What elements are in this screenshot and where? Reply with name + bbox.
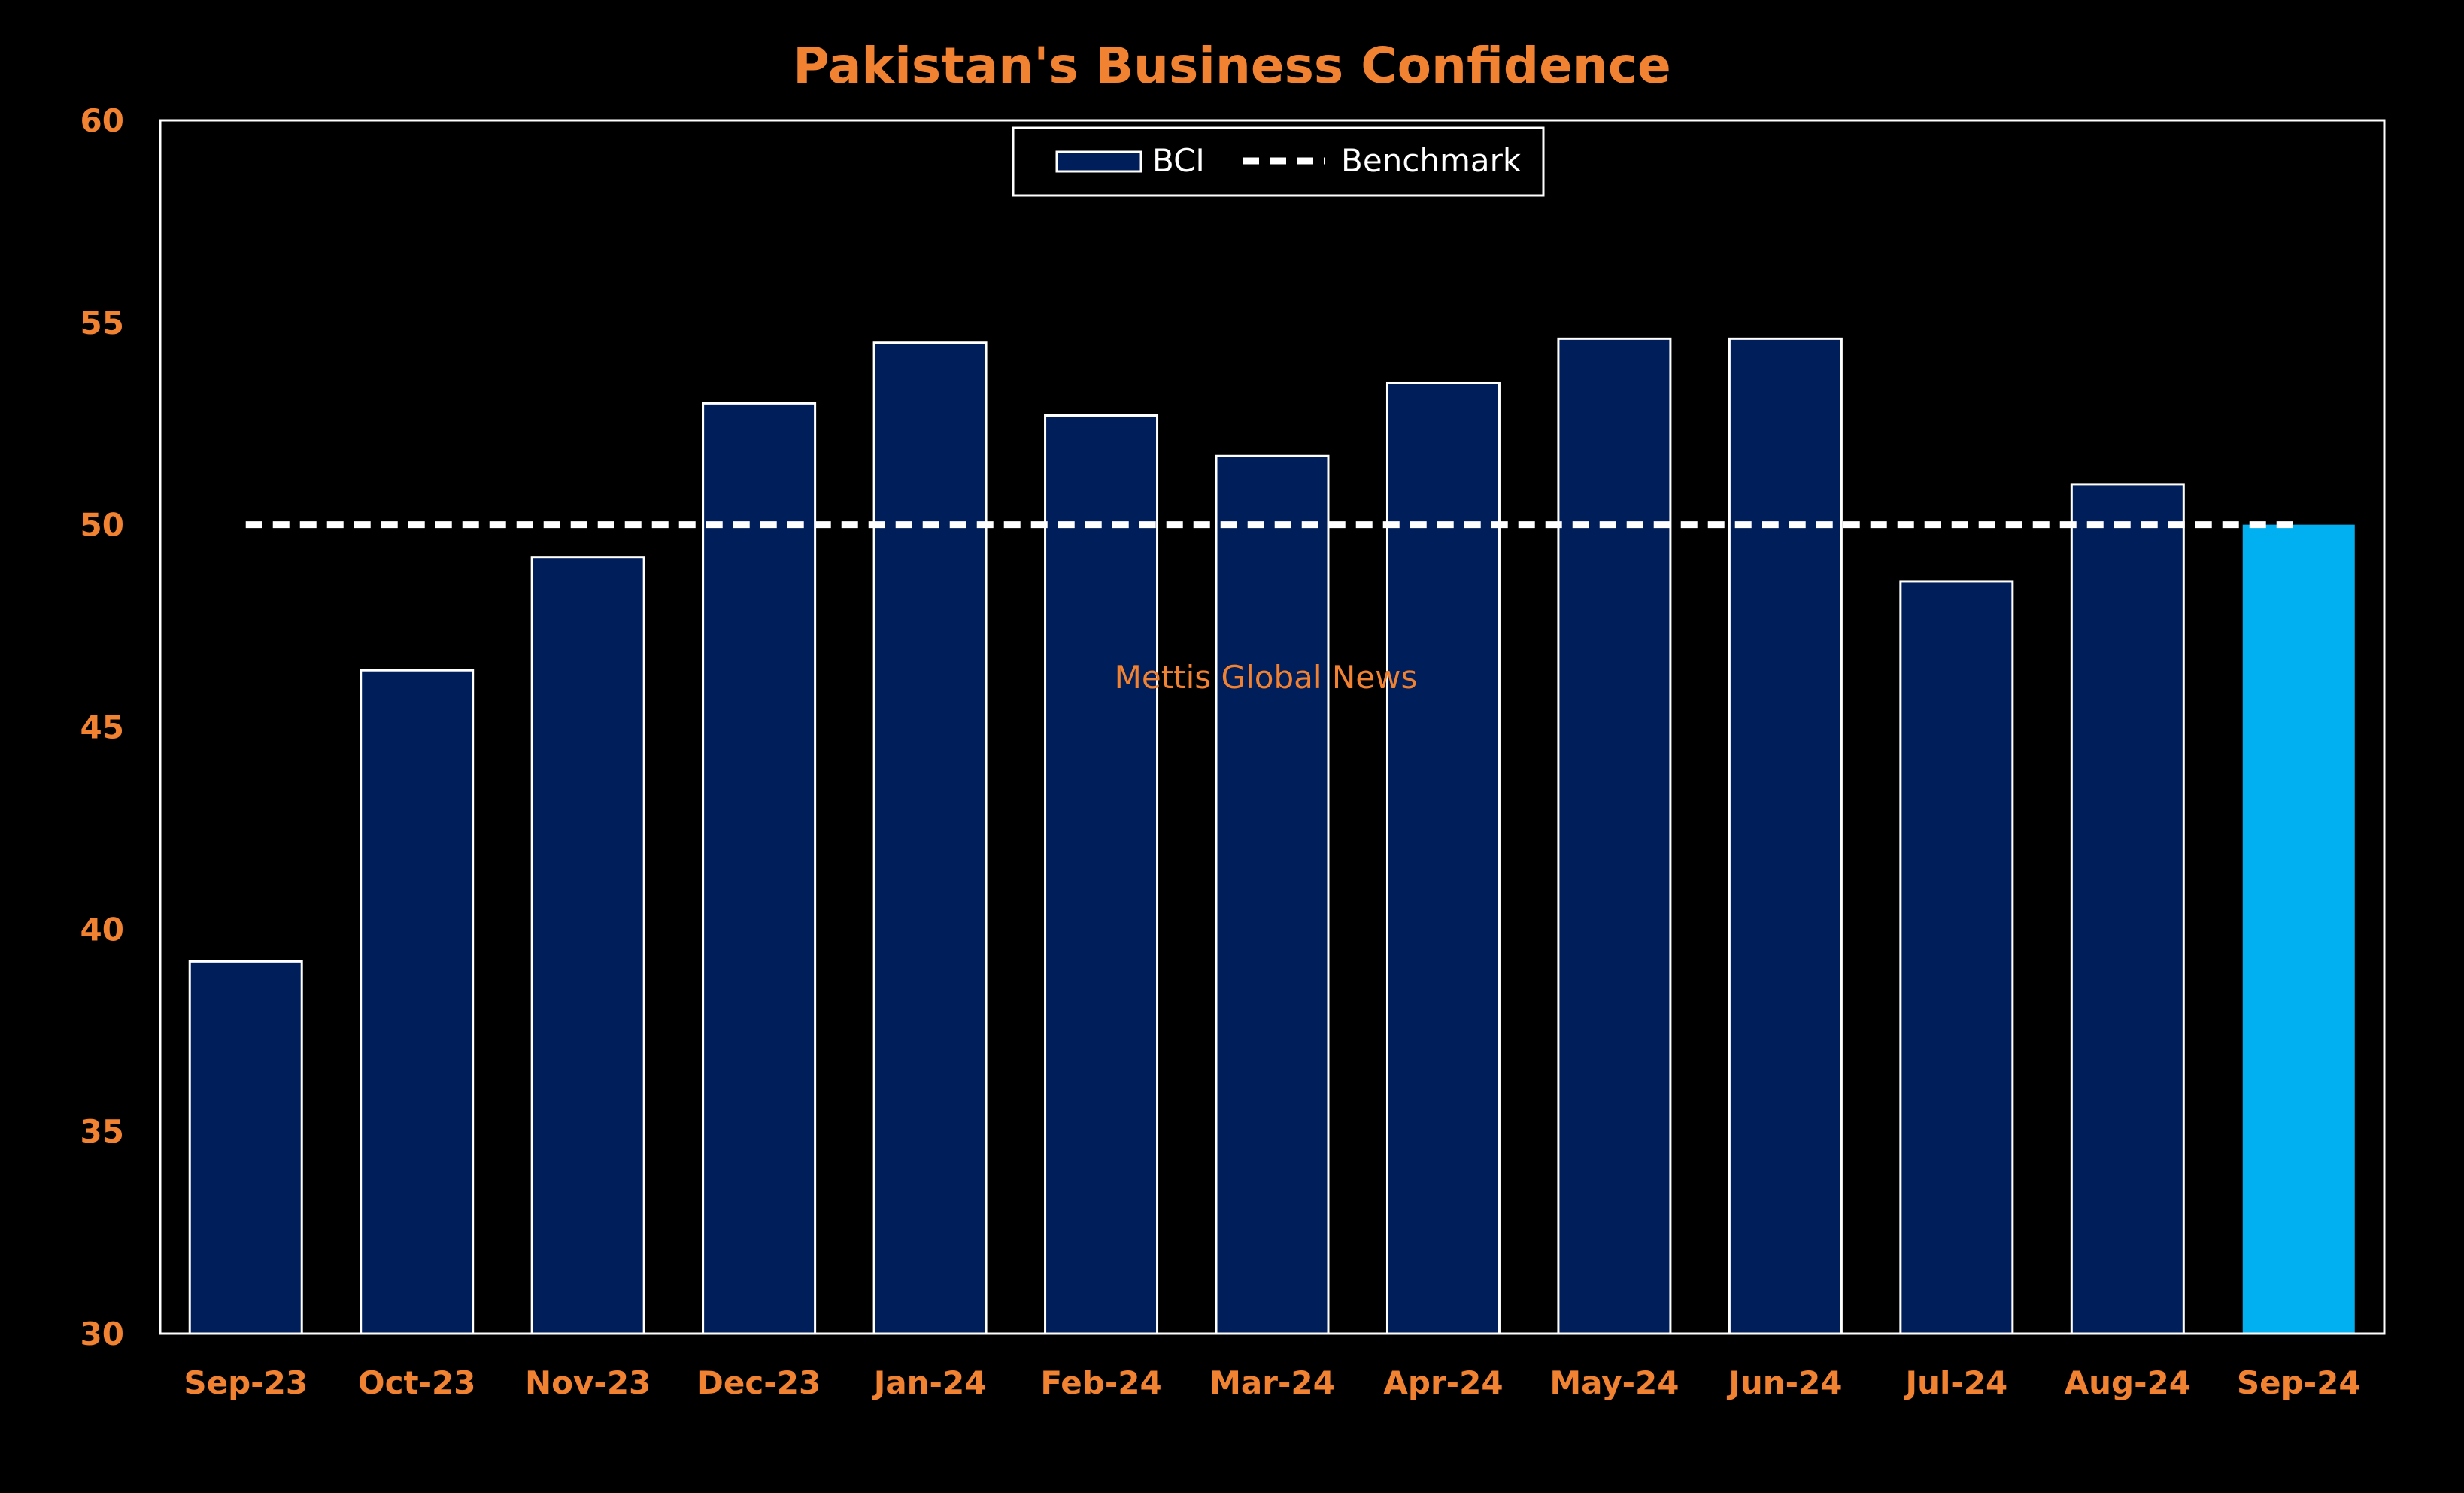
- bar-sep-23: [188, 960, 303, 1335]
- bars-group: [188, 337, 2355, 1335]
- x-tick-label: Jun-24: [1726, 1364, 1842, 1401]
- legend: BCI Benchmark: [1012, 126, 1545, 197]
- bar-nov-23: [530, 556, 645, 1335]
- bar-jul-24: [1899, 580, 2014, 1335]
- bar-mar-24: [1215, 454, 1330, 1335]
- legend-bci-swatch: [1055, 150, 1142, 173]
- x-tick-label: Sep-24: [2237, 1364, 2361, 1401]
- x-tick-label: Dec-23: [697, 1364, 821, 1401]
- x-tick-label: Apr-24: [1383, 1364, 1503, 1401]
- bar-dec-23: [702, 402, 817, 1335]
- x-tick-label: Jan-24: [872, 1364, 987, 1401]
- plot-area-frame: [159, 119, 2386, 1335]
- x-tick-label: Aug-24: [2065, 1364, 2191, 1401]
- x-tick-label: Mar-24: [1209, 1364, 1335, 1401]
- y-tick-label: 55: [80, 305, 124, 341]
- bar-feb-24: [1044, 414, 1159, 1335]
- bar-jan-24: [872, 341, 988, 1335]
- x-tick-label: Oct-23: [358, 1364, 476, 1401]
- y-tick-label: 60: [80, 102, 124, 139]
- bar-aug-24: [2070, 483, 2185, 1335]
- watermark-annotation: Mettis Global News: [1115, 659, 1418, 696]
- bar-may-24: [1557, 337, 1672, 1335]
- y-tick-label: 30: [80, 1315, 124, 1352]
- x-axis-ticks: Sep-23 Oct-23 Nov-23 Dec-23 Jan-24 Feb-24 Mar-…: [184, 1364, 2360, 1401]
- y-tick-label: 50: [80, 507, 124, 544]
- y-tick-label: 45: [80, 709, 124, 746]
- bar-oct-23: [360, 669, 475, 1335]
- y-axis-ticks: 30 35 40 45 50 55 60: [80, 102, 124, 1352]
- y-tick-label: 35: [80, 1113, 124, 1150]
- x-tick-label: Feb-24: [1040, 1364, 1161, 1401]
- x-tick-label: May-24: [1549, 1364, 1679, 1401]
- bar-sep-24: [2242, 524, 2355, 1334]
- bar-apr-24: [1385, 381, 1501, 1335]
- chart-title: Pakistan's Business Confidence: [793, 37, 1671, 95]
- x-tick-label: Jul-24: [1903, 1364, 2007, 1401]
- x-tick-label: Sep-23: [184, 1364, 308, 1401]
- x-tick-label: Nov-23: [525, 1364, 651, 1401]
- legend-bci-label: BCI: [1152, 142, 1205, 179]
- y-tick-label: 40: [80, 911, 124, 948]
- legend-benchmark-label: Benchmark: [1341, 142, 1522, 179]
- bar-jun-24: [1728, 337, 1843, 1335]
